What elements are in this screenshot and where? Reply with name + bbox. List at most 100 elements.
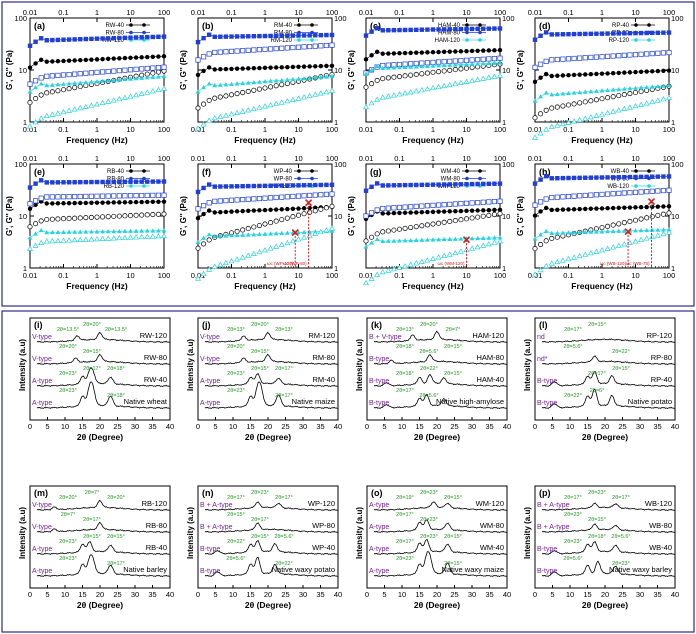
loss-modulus-point bbox=[133, 234, 140, 240]
storage-modulus-point bbox=[464, 208, 469, 214]
loss-modulus-point bbox=[228, 258, 235, 264]
y-tick-label: 10 bbox=[19, 66, 27, 75]
storage-modulus-point bbox=[369, 67, 374, 72]
panel-label: (a) bbox=[34, 21, 45, 31]
loss-modulus-point bbox=[582, 115, 589, 121]
loss-modulus-point bbox=[655, 50, 661, 56]
loss-modulus-point bbox=[402, 90, 409, 96]
loss-modulus-point bbox=[390, 266, 397, 272]
storage-modulus-point bbox=[666, 68, 672, 73]
storage-modulus-point bbox=[655, 68, 661, 74]
storage-modulus-point bbox=[616, 205, 621, 211]
storage-modulus-point bbox=[532, 79, 538, 85]
sample-name: HAM-120 bbox=[472, 331, 504, 340]
loss-modulus-point bbox=[582, 99, 588, 105]
storage-modulus-point bbox=[50, 59, 55, 64]
loss-modulus-point bbox=[491, 211, 497, 218]
x-tick-label: 5 bbox=[213, 590, 217, 599]
storage-modulus-point bbox=[391, 238, 397, 243]
storage-modulus-point bbox=[262, 207, 268, 213]
peak-annotation: 2θ=23° bbox=[59, 539, 77, 545]
loss-modulus-point bbox=[435, 83, 442, 90]
storage-modulus-point bbox=[78, 200, 83, 206]
crystal-type-label: B-type bbox=[537, 400, 557, 407]
storage-modulus-point bbox=[285, 183, 290, 188]
loss-modulus-point bbox=[273, 218, 279, 224]
storage-modulus-point bbox=[284, 77, 290, 82]
storage-modulus-point bbox=[78, 37, 83, 42]
panel-label: (b) bbox=[202, 21, 214, 31]
sample-name: RM-120 bbox=[308, 331, 335, 340]
x-tick-label: 25 bbox=[450, 422, 458, 431]
loss-modulus-point bbox=[537, 130, 544, 136]
x-tick-label-top: 0.01 bbox=[528, 154, 543, 163]
storage-modulus-point bbox=[212, 233, 218, 239]
x-tick-label: 25 bbox=[281, 422, 289, 431]
loss-modulus-point bbox=[380, 229, 386, 235]
loss-modulus-point bbox=[200, 121, 207, 127]
loss-modulus-point bbox=[582, 55, 588, 61]
storage-modulus-point bbox=[650, 204, 655, 210]
loss-modulus-point bbox=[144, 233, 151, 239]
loss-modulus-point bbox=[121, 234, 128, 240]
storage-modulus-point bbox=[543, 90, 549, 95]
storage-modulus-point bbox=[577, 72, 582, 77]
storage-modulus-point bbox=[650, 174, 655, 179]
storage-modulus-point bbox=[246, 34, 251, 39]
loss-modulus-point bbox=[133, 193, 139, 199]
peak-annotation: 2θ=18° bbox=[107, 366, 125, 372]
loss-modulus-point bbox=[396, 91, 403, 97]
storage-modulus-point bbox=[532, 213, 538, 218]
peak-annotation: 2θ=23° bbox=[251, 490, 269, 496]
loss-modulus-point bbox=[396, 264, 403, 270]
x-tick-label: 25 bbox=[450, 590, 458, 599]
legend-entry: HAM-80 bbox=[438, 31, 461, 37]
storage-modulus-point bbox=[627, 174, 633, 180]
storage-modulus-point bbox=[560, 73, 566, 78]
loss-modulus-point bbox=[390, 92, 397, 98]
storage-modulus-point bbox=[117, 200, 122, 205]
storage-modulus-point bbox=[122, 179, 128, 185]
series-RB-40 bbox=[27, 199, 167, 230]
x-tick-label: 20 bbox=[96, 590, 104, 599]
crystal-type-label: V-type bbox=[32, 334, 52, 341]
loss-modulus-point bbox=[577, 55, 583, 61]
loss-modulus-point bbox=[644, 215, 650, 221]
storage-modulus-point bbox=[566, 90, 571, 96]
loss-modulus-point bbox=[665, 229, 673, 235]
loss-modulus-point bbox=[77, 84, 83, 90]
loss-modulus-point bbox=[139, 212, 145, 218]
crystal-type-label: A-type bbox=[32, 546, 52, 553]
loss-modulus-point bbox=[122, 213, 128, 219]
crystal-type-label: A-type bbox=[369, 568, 389, 575]
crystal-type-label: A-type bbox=[200, 378, 220, 385]
loss-modulus-point bbox=[72, 194, 78, 200]
storage-modulus-point bbox=[481, 208, 486, 213]
x-tick-label: 20 bbox=[264, 590, 272, 599]
storage-modulus-point bbox=[644, 69, 649, 74]
storage-modulus-point bbox=[380, 28, 385, 33]
crystal-type-label: nd bbox=[537, 334, 545, 341]
storage-modulus-point bbox=[133, 55, 139, 60]
legend-entry: HAM-120 bbox=[435, 38, 461, 44]
loss-modulus-point bbox=[279, 82, 285, 88]
panel-label: (g) bbox=[370, 167, 382, 177]
loss-modulus-point bbox=[256, 86, 262, 92]
storage-modulus-point bbox=[655, 174, 661, 179]
storage-modulus-point bbox=[229, 209, 234, 214]
storage-modulus-point bbox=[588, 71, 594, 77]
loss-modulus-point bbox=[66, 71, 72, 78]
loss-modulus-point bbox=[543, 262, 550, 269]
storage-modulus-point bbox=[111, 77, 117, 83]
loss-modulus-point bbox=[543, 238, 549, 244]
storage-modulus-point bbox=[374, 49, 380, 54]
storage-modulus-point bbox=[89, 36, 94, 42]
loss-modulus-point bbox=[211, 263, 218, 269]
loss-modulus-point bbox=[391, 74, 397, 80]
loss-modulus-point bbox=[543, 196, 549, 202]
storage-modulus-point bbox=[458, 62, 464, 67]
sample-name: HAM-80 bbox=[476, 353, 504, 362]
loss-modulus-point bbox=[223, 198, 229, 204]
storage-modulus-point bbox=[469, 208, 475, 213]
y-axis-label: Intensity (a.u) bbox=[18, 507, 27, 559]
